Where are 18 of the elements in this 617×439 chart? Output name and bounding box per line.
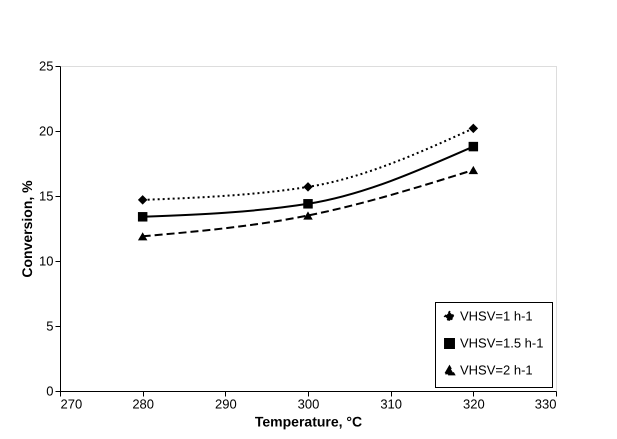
legend-label: VHSV=1.5 h-1	[460, 336, 544, 350]
y-tick-label: 25	[39, 58, 54, 74]
y-tick-label: 5	[46, 318, 54, 334]
legend-label: VHSV=1 h-1	[460, 308, 533, 324]
y-tick-label: 10	[39, 254, 54, 268]
x-axis-title: Temperature, °C	[254, 414, 362, 430]
y-tick-label: 20	[39, 124, 54, 138]
y-tick-label: 15	[39, 188, 54, 204]
x-tick-label: 280	[132, 396, 154, 412]
x-tick-label: 320	[462, 396, 485, 412]
x-tick-label: 300	[298, 396, 320, 412]
y-tick-label: 0	[46, 384, 54, 398]
x-tick-label: 290	[214, 396, 237, 412]
x-tick-label: 270	[60, 396, 82, 412]
legend-label: VHSV=2 h-1	[460, 362, 533, 378]
x-tick-label: 330	[534, 396, 556, 412]
y-axis-title: Conversion, %	[19, 180, 36, 278]
x-tick-label: 310	[380, 396, 402, 412]
